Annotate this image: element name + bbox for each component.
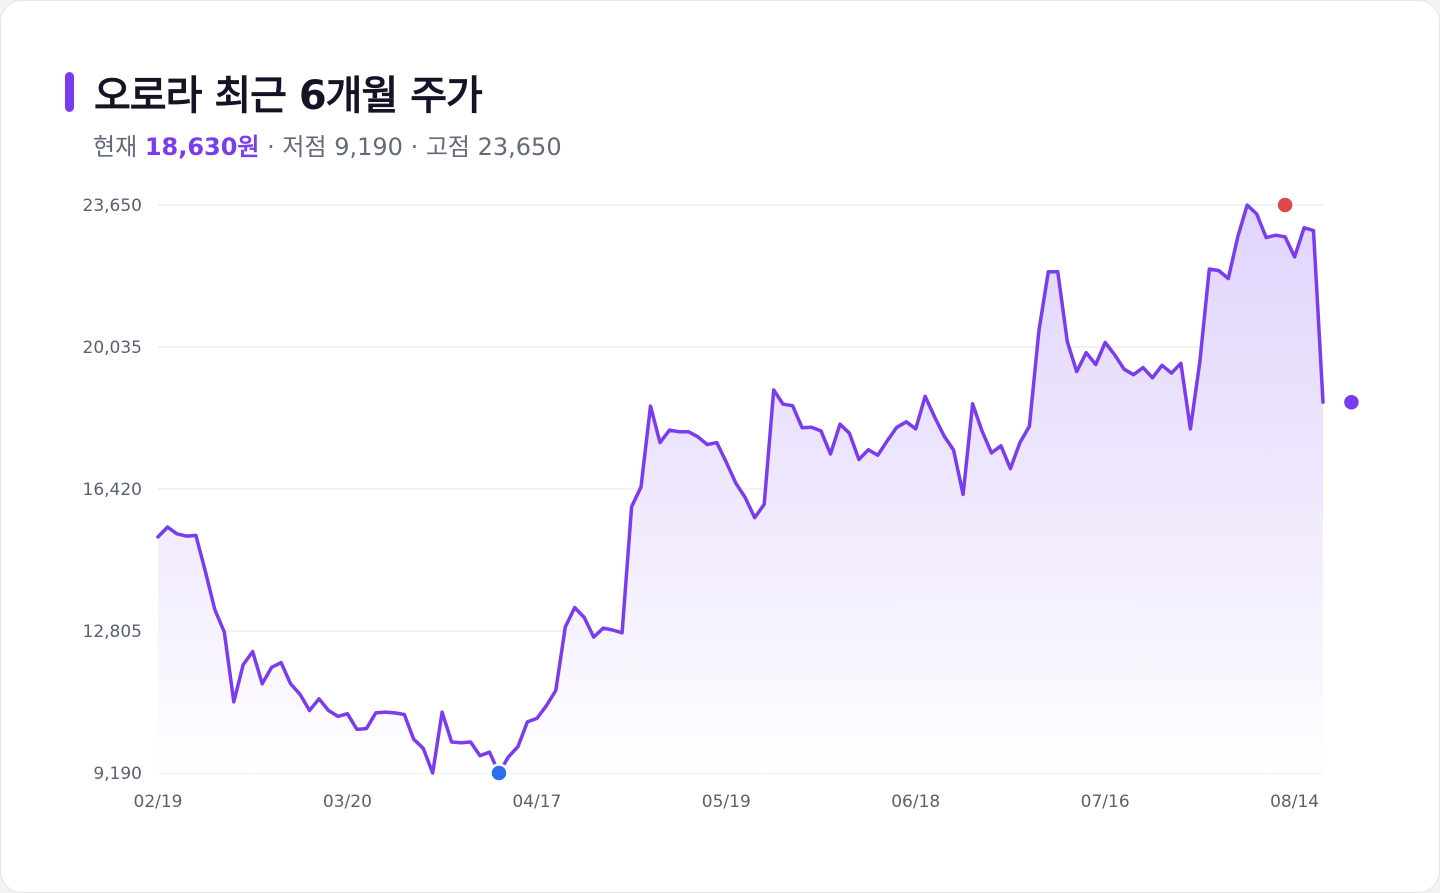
x-tick-label: 02/19 (134, 792, 183, 812)
price-line (156, 203, 1325, 775)
y-tick-label: 9,190 (93, 764, 142, 784)
title-accent-bar (65, 72, 74, 112)
current-label: 현재 (93, 133, 138, 161)
chart-title: 오로라 최근 6개월 주가 (94, 73, 483, 119)
y-tick-label: 20,035 (83, 338, 142, 358)
x-tick-label: 04/17 (512, 792, 561, 812)
current-price: 18,630원 (144, 133, 260, 161)
x-tick-label: 08/14 (1270, 792, 1319, 812)
y-tick-label: 12,805 (83, 622, 142, 642)
y-tick-label: 16,420 (83, 480, 142, 500)
price-summary: 현재 18,630원 · 저점 9,190 · 고점 23,650 (93, 127, 562, 162)
low-price-marker (489, 763, 509, 783)
high-price-text: · 고점 23,650 (410, 133, 562, 161)
x-tick-label: 06/18 (891, 792, 940, 812)
high-price-marker (1275, 195, 1295, 215)
price-area (158, 205, 1323, 773)
x-tick-label: 03/20 (323, 792, 372, 812)
current-price-marker (1341, 392, 1362, 412)
x-tick-label: 07/16 (1081, 792, 1130, 812)
title-row: 오로라 최근 6개월 주가 (65, 63, 483, 121)
x-tick-label: 05/19 (702, 792, 751, 812)
y-tick-label: 23,650 (83, 196, 142, 216)
low-price-text: · 저점 9,190 (267, 133, 403, 161)
